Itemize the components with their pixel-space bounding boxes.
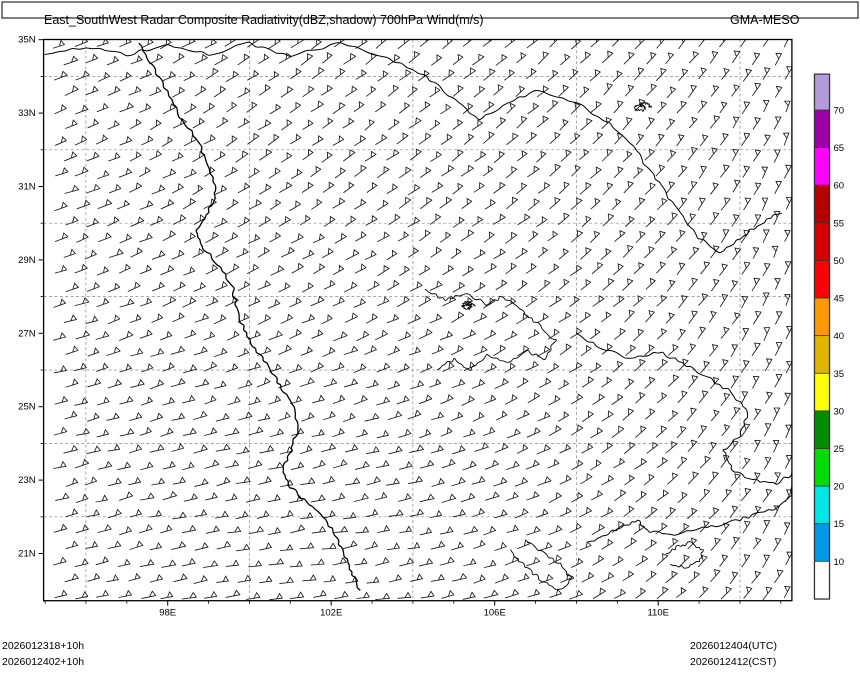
svg-text:31N: 31N <box>18 182 36 193</box>
svg-text:45: 45 <box>834 294 845 305</box>
svg-text:25N: 25N <box>18 402 36 413</box>
svg-text:50: 50 <box>834 256 845 267</box>
svg-text:2026012404(UTC): 2026012404(UTC) <box>690 640 777 652</box>
svg-text:2026012412(CST): 2026012412(CST) <box>690 656 776 668</box>
svg-text:GMA-MESO: GMA-MESO <box>730 13 800 27</box>
svg-text:98E: 98E <box>159 608 176 619</box>
svg-text:15: 15 <box>834 519 845 530</box>
svg-text:60: 60 <box>834 181 845 192</box>
svg-text:25: 25 <box>834 444 845 455</box>
svg-text:21N: 21N <box>18 549 36 560</box>
svg-text:35N: 35N <box>18 35 36 46</box>
svg-text:102E: 102E <box>320 608 342 619</box>
svg-text:106E: 106E <box>484 608 506 619</box>
svg-text:23N: 23N <box>18 475 36 486</box>
svg-text:2026012402+10h: 2026012402+10h <box>2 656 84 668</box>
svg-text:10: 10 <box>834 557 845 568</box>
svg-text:27N: 27N <box>18 328 36 339</box>
svg-text:East_SouthWest Radar Composite: East_SouthWest Radar Composite Radiativi… <box>44 13 484 27</box>
svg-text:35: 35 <box>834 369 845 380</box>
svg-text:20: 20 <box>834 482 845 493</box>
svg-text:65: 65 <box>834 143 845 154</box>
svg-text:70: 70 <box>834 106 845 117</box>
svg-text:40: 40 <box>834 331 845 342</box>
svg-text:110E: 110E <box>647 608 668 619</box>
svg-text:55: 55 <box>834 218 845 229</box>
svg-text:2026012318+10h: 2026012318+10h <box>2 640 84 652</box>
svg-text:33N: 33N <box>18 108 36 119</box>
svg-text:29N: 29N <box>18 255 36 266</box>
svg-text:30: 30 <box>834 406 845 417</box>
